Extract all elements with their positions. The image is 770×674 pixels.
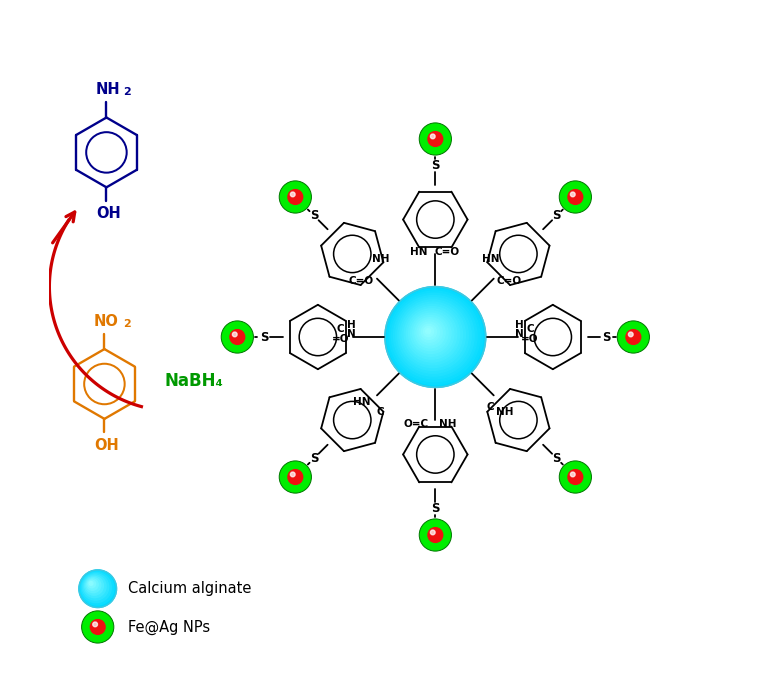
Circle shape <box>89 582 93 585</box>
Circle shape <box>428 528 443 543</box>
Circle shape <box>426 329 430 334</box>
Text: HN: HN <box>353 397 370 407</box>
Circle shape <box>415 317 445 348</box>
Circle shape <box>385 286 486 388</box>
Text: NH: NH <box>372 253 389 264</box>
Circle shape <box>402 305 463 365</box>
Text: C: C <box>377 407 384 417</box>
Circle shape <box>430 134 435 139</box>
Circle shape <box>83 575 106 598</box>
Circle shape <box>80 571 114 605</box>
Text: C=O: C=O <box>435 247 460 257</box>
Circle shape <box>410 313 451 353</box>
Circle shape <box>79 570 116 607</box>
Text: C: C <box>337 324 344 334</box>
Circle shape <box>428 131 443 146</box>
Circle shape <box>288 189 303 204</box>
Text: S: S <box>310 210 319 222</box>
Circle shape <box>424 326 434 336</box>
Text: S: S <box>431 501 440 515</box>
Circle shape <box>290 472 295 477</box>
Text: C=O: C=O <box>349 276 374 286</box>
Text: OH: OH <box>94 437 119 453</box>
Text: Fe@Ag NPs: Fe@Ag NPs <box>128 619 210 634</box>
Text: NH: NH <box>95 82 120 97</box>
Text: S: S <box>431 159 440 173</box>
Circle shape <box>390 291 480 381</box>
Circle shape <box>85 578 101 592</box>
Circle shape <box>430 530 435 534</box>
Text: S: S <box>602 330 611 344</box>
Text: C: C <box>526 324 534 334</box>
Text: NO: NO <box>93 314 119 329</box>
Circle shape <box>87 579 99 590</box>
Circle shape <box>90 619 105 634</box>
Text: OH: OH <box>96 206 121 221</box>
Circle shape <box>88 580 95 588</box>
Text: C=O: C=O <box>497 276 522 286</box>
Text: 2: 2 <box>122 319 130 329</box>
Circle shape <box>400 302 465 367</box>
Circle shape <box>288 470 303 485</box>
Circle shape <box>571 472 575 477</box>
Circle shape <box>81 572 112 603</box>
Text: HN: HN <box>410 247 427 257</box>
Circle shape <box>626 330 641 344</box>
Circle shape <box>419 519 451 551</box>
Circle shape <box>421 324 437 340</box>
Circle shape <box>82 574 109 600</box>
Text: NH: NH <box>439 419 456 429</box>
Text: H: H <box>515 320 524 330</box>
Circle shape <box>396 298 471 373</box>
Circle shape <box>391 293 477 379</box>
Circle shape <box>419 123 451 155</box>
Circle shape <box>387 289 483 385</box>
Text: S: S <box>552 210 561 222</box>
Text: NaBH₄: NaBH₄ <box>164 371 223 390</box>
Text: S: S <box>310 452 319 464</box>
Circle shape <box>92 622 98 627</box>
Circle shape <box>280 461 311 493</box>
Circle shape <box>413 315 448 350</box>
Circle shape <box>409 311 454 357</box>
Circle shape <box>404 307 460 362</box>
Text: Calcium alginate: Calcium alginate <box>128 581 251 596</box>
Circle shape <box>230 330 245 344</box>
Text: S: S <box>552 452 561 464</box>
Text: 2: 2 <box>122 88 130 97</box>
Circle shape <box>398 300 468 371</box>
Circle shape <box>221 321 253 353</box>
Text: O=C: O=C <box>404 419 429 429</box>
Text: N: N <box>347 329 356 338</box>
Circle shape <box>628 332 633 337</box>
Circle shape <box>85 576 103 595</box>
Circle shape <box>82 611 114 643</box>
Circle shape <box>559 461 591 493</box>
Text: =O: =O <box>332 334 350 344</box>
Circle shape <box>393 295 474 376</box>
Circle shape <box>233 332 237 337</box>
Text: HN: HN <box>481 253 499 264</box>
Text: H: H <box>347 320 356 330</box>
Text: S: S <box>260 330 269 344</box>
Circle shape <box>280 181 311 213</box>
Circle shape <box>559 181 591 213</box>
Circle shape <box>618 321 649 353</box>
Circle shape <box>568 470 583 485</box>
Circle shape <box>568 189 583 204</box>
Circle shape <box>407 309 457 359</box>
Text: N: N <box>515 329 524 338</box>
Circle shape <box>290 192 295 197</box>
Circle shape <box>417 320 442 345</box>
Text: NH: NH <box>497 407 514 417</box>
Text: C: C <box>487 402 494 412</box>
Circle shape <box>571 192 575 197</box>
Circle shape <box>419 322 440 342</box>
Text: =O: =O <box>521 334 539 344</box>
